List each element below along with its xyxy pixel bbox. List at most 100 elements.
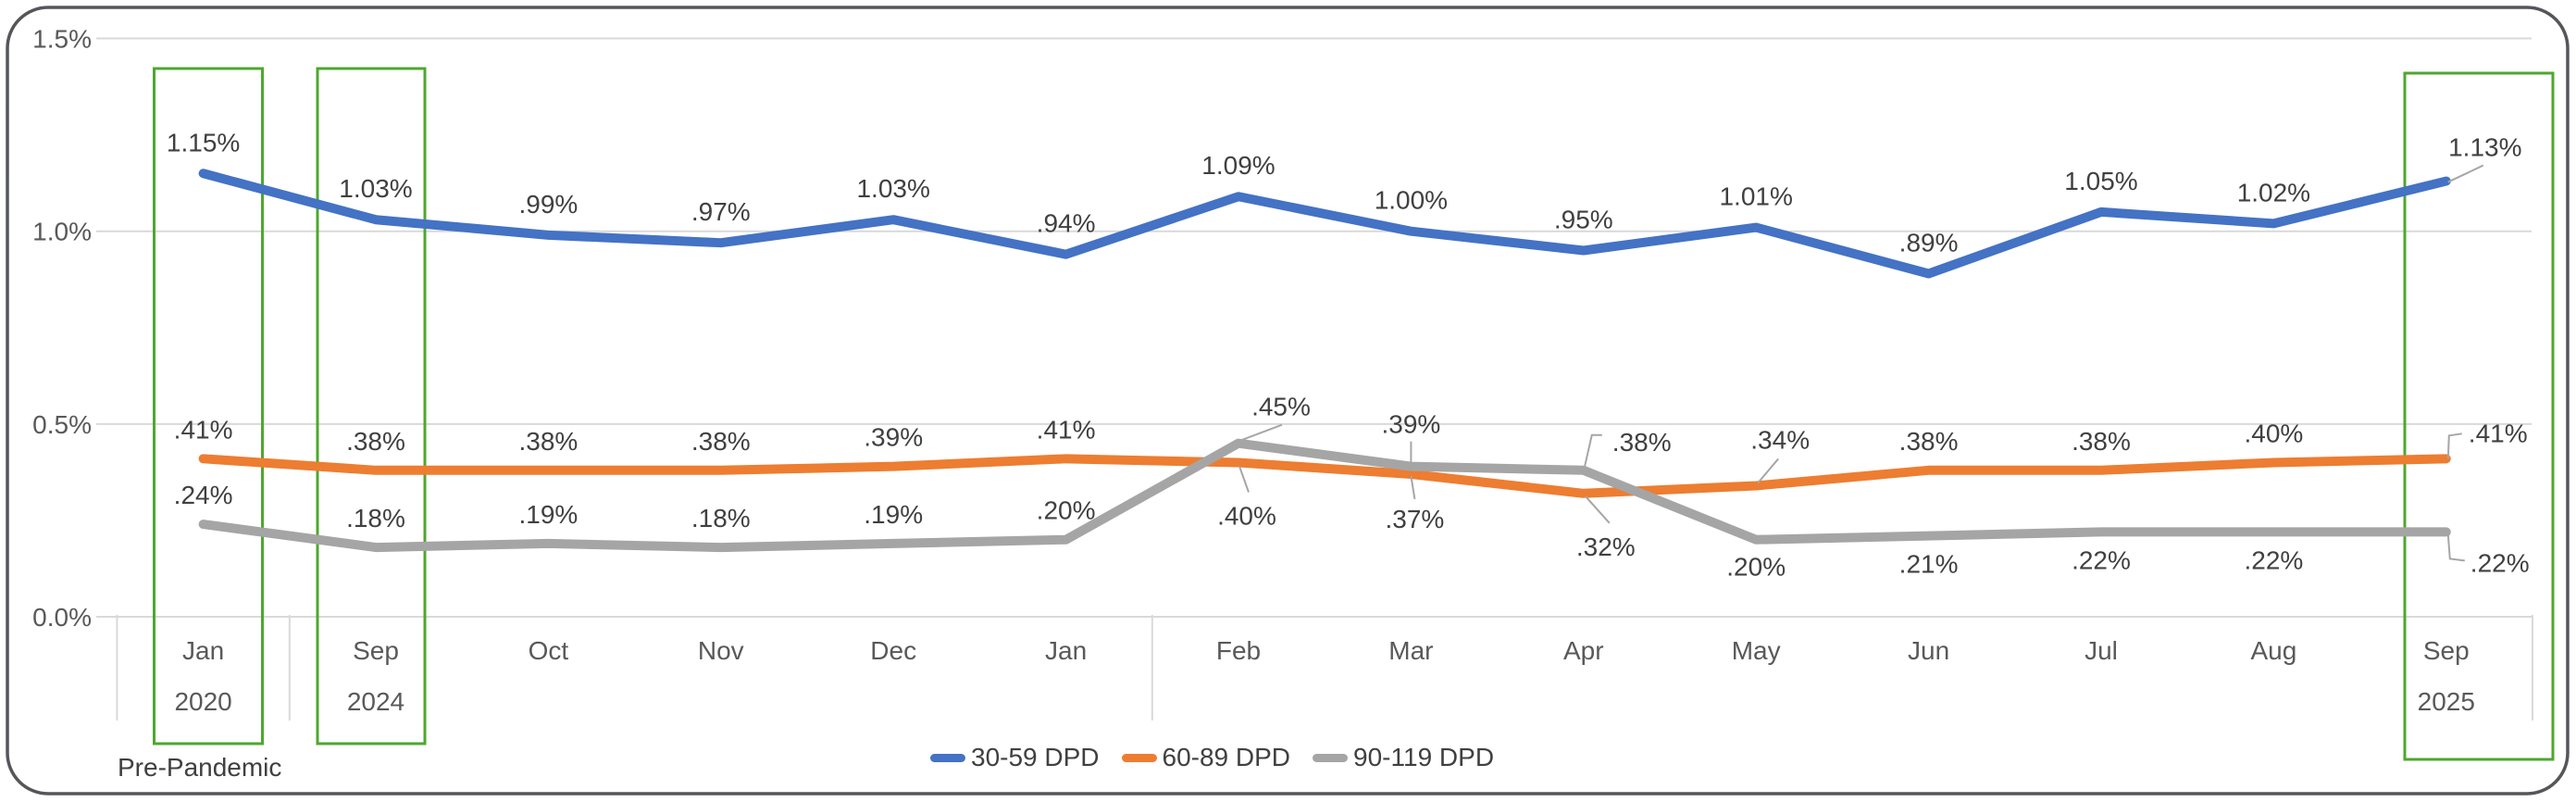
data-label: .40% bbox=[2244, 419, 2303, 447]
x-axis-year-label: 2024 bbox=[347, 687, 404, 716]
data-label: .24% bbox=[174, 481, 233, 509]
leader-line bbox=[1583, 433, 1602, 469]
legend-swatch-90-119-dpd bbox=[1313, 753, 1349, 762]
x-axis-month-label: Jul bbox=[2084, 636, 2118, 665]
data-label: .38% bbox=[518, 427, 578, 456]
data-label: 1.15% bbox=[167, 128, 240, 157]
leader-line bbox=[1238, 466, 1250, 493]
data-label: .37% bbox=[1385, 505, 1444, 533]
data-label: .20% bbox=[1037, 496, 1096, 525]
data-label: .38% bbox=[1899, 427, 1959, 456]
y-axis-tick-label: 1.0% bbox=[32, 218, 92, 246]
data-label: 1.01% bbox=[1719, 182, 1792, 211]
data-label: .20% bbox=[1726, 553, 1786, 582]
data-label: .32% bbox=[1576, 533, 1636, 561]
data-label: .39% bbox=[1381, 410, 1440, 439]
highlight-box-sep-2025 bbox=[2403, 71, 2555, 761]
data-label: 1.09% bbox=[1201, 151, 1275, 180]
label-leader-lines bbox=[1238, 164, 2484, 562]
data-labels-30-59-dpd: 1.15% 1.03% .99% .97% 1.03% .94% 1.09% 1.00% .95… bbox=[167, 128, 2522, 257]
leader-line bbox=[1585, 495, 1611, 524]
series-line-30-59-dpd bbox=[198, 169, 2451, 279]
legend-label-60-89-dpd: 60-89 DPD bbox=[1162, 743, 1291, 771]
data-label: .39% bbox=[864, 423, 923, 452]
x-axis-year-label: 2020 bbox=[174, 687, 231, 716]
y-axis-tick-label: 1.5% bbox=[32, 25, 92, 54]
legend-item-30-59-dpd: 30-59 DPD bbox=[930, 743, 1100, 772]
data-label: .19% bbox=[864, 500, 923, 529]
x-axis-ticks bbox=[116, 615, 2533, 721]
leader-line bbox=[1239, 423, 1283, 442]
x-axis-labels: Jan 2020 Sep 2024 Oct Nov Dec Jan Feb Mar Apr May Ju… bbox=[174, 636, 2474, 716]
data-label: .21% bbox=[1899, 550, 1959, 579]
highlight-box-jan-2020 bbox=[153, 67, 264, 746]
data-label: .18% bbox=[691, 504, 751, 533]
data-label: .97% bbox=[691, 197, 751, 226]
x-axis-month-label: May bbox=[1732, 636, 1781, 665]
x-axis-month-label: Sep bbox=[353, 636, 399, 665]
data-label: .41% bbox=[174, 415, 233, 444]
data-label: .19% bbox=[518, 500, 578, 529]
legend-item-90-119-dpd: 90-119 DPD bbox=[1313, 743, 1494, 772]
x-axis-month-label: Mar bbox=[1388, 636, 1433, 665]
y-axis-tick-label: 0.0% bbox=[32, 603, 92, 632]
leader-line bbox=[2446, 432, 2462, 459]
highlight-boxes bbox=[153, 67, 2555, 761]
data-label: .41% bbox=[2469, 419, 2528, 447]
chart-legend: 30-59 DPD 60-89 DPD 90-119 DPD bbox=[930, 743, 1494, 772]
data-label: .34% bbox=[1750, 425, 1810, 454]
y-axis-labels: 0.0% 0.5% 1.0% 1.5% bbox=[32, 25, 92, 632]
data-label: 1.00% bbox=[1375, 186, 1448, 215]
x-axis-month-label: Oct bbox=[529, 636, 569, 665]
x-axis-month-label: Feb bbox=[1216, 636, 1261, 665]
series-line-60-89-dpd bbox=[198, 454, 2451, 498]
x-axis-month-label: Sep bbox=[2423, 636, 2470, 665]
data-label: .22% bbox=[2072, 545, 2131, 574]
x-axis-month-label: Jun bbox=[1908, 636, 1949, 665]
data-label: .38% bbox=[2072, 427, 2131, 456]
data-label: .38% bbox=[1612, 428, 1672, 457]
leader-line bbox=[1757, 457, 1779, 484]
data-label: .99% bbox=[518, 190, 578, 219]
x-axis-month-label: Nov bbox=[698, 636, 744, 665]
highlight-box-sep-2024 bbox=[316, 67, 427, 746]
data-label: .89% bbox=[1899, 228, 1959, 257]
data-label: 1.05% bbox=[2064, 167, 2137, 195]
leader-line bbox=[2446, 534, 2465, 562]
legend-swatch-60-89-dpd bbox=[1121, 753, 1157, 762]
data-label: .22% bbox=[2470, 548, 2530, 577]
data-label: .18% bbox=[346, 504, 405, 533]
data-label: .95% bbox=[1554, 206, 1613, 234]
data-labels-60-89-dpd: .41% .38% .38% .38% .39% .41% .40% .37% .32% .34%… bbox=[174, 415, 2528, 560]
data-label: .45% bbox=[1251, 393, 1311, 421]
series-line-90-119-dpd bbox=[198, 438, 2451, 553]
legend-label-30-59-dpd: 30-59 DPD bbox=[971, 743, 1100, 771]
data-label: 1.13% bbox=[2448, 133, 2521, 162]
data-label: .41% bbox=[1037, 415, 1096, 444]
x-axis-month-label: Apr bbox=[1563, 636, 1604, 665]
data-labels-90-119-dpd: .24% .18% .19% .18% .19% .20% .45% .39% .38% .20%… bbox=[174, 393, 2530, 582]
leader-line bbox=[2447, 164, 2484, 183]
legend-item-60-89-dpd: 60-89 DPD bbox=[1121, 743, 1291, 772]
y-axis-tick-label: 0.5% bbox=[32, 410, 92, 439]
data-label: .38% bbox=[346, 427, 405, 456]
pre-pandemic-label: Pre-Pandemic bbox=[118, 753, 282, 782]
x-axis-month-label: Jan bbox=[182, 636, 224, 665]
data-label: 1.03% bbox=[856, 174, 929, 203]
chart-outer-border bbox=[6, 6, 2570, 796]
data-label: .94% bbox=[1037, 209, 1096, 238]
data-label: .22% bbox=[2244, 545, 2303, 574]
data-label: .38% bbox=[691, 427, 751, 456]
x-axis-month-label: Jan bbox=[1045, 636, 1087, 665]
x-axis-month-label: Dec bbox=[870, 636, 916, 665]
legend-swatch-30-59-dpd bbox=[930, 753, 965, 762]
x-axis-month-label: Aug bbox=[2250, 636, 2296, 665]
legend-label-90-119-dpd: 90-119 DPD bbox=[1353, 743, 1495, 771]
data-label: 1.03% bbox=[339, 174, 412, 203]
x-axis-year-label: 2025 bbox=[2418, 687, 2475, 716]
data-label: 1.02% bbox=[2237, 178, 2310, 207]
leader-line bbox=[1410, 475, 1416, 500]
data-label: .40% bbox=[1217, 501, 1276, 530]
